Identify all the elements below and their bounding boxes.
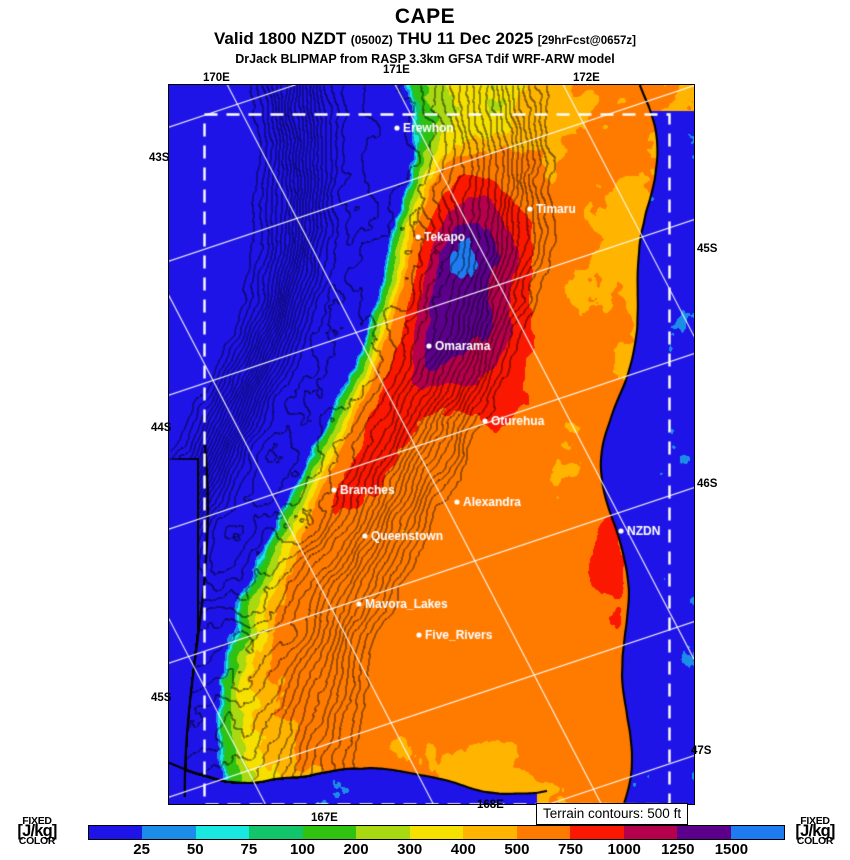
graticule-label-167e-9: 167E <box>311 812 338 824</box>
valid-time: Valid 1800 NZDT <box>214 29 347 48</box>
graticule-label-47s-8: 47S <box>691 745 712 757</box>
colorbar-tick-750: 750 <box>558 841 584 858</box>
colorbar-segment-0 <box>89 826 143 839</box>
colorbar-segment-4 <box>302 826 357 839</box>
colorbar-tick-labels: 25 50 75 100 200 300 400 500 750 1000 1250 1500 <box>88 841 785 859</box>
colorbar-tick-25: 25 <box>133 841 150 858</box>
graticule-label-170e-0: 170E <box>203 72 230 84</box>
map-frame[interactable] <box>168 84 695 805</box>
colorbar-tick-200: 200 <box>343 841 369 858</box>
colorbar-units-label-left: [J/kg] <box>17 822 57 840</box>
colorbar-tick-75: 75 <box>240 841 258 858</box>
colorbar-unit-left: FIXED [J/kg] COLOR <box>8 816 66 847</box>
colorbar[interactable]: 25 50 75 100 200 300 400 500 750 1000 1250 1500 <box>0 820 850 860</box>
colorbar-segment-9 <box>570 826 624 839</box>
colorbar-segment-2 <box>195 826 250 839</box>
header: CAPE Valid 1800 NZDT (0500Z) THU 11 Dec … <box>0 0 850 67</box>
graticule-label-45s-5: 45S <box>151 692 172 704</box>
graticule-label-43s-3: 43S <box>149 152 170 164</box>
colorbar-segment-5 <box>356 826 410 839</box>
colorbar-tick-400: 400 <box>450 841 476 858</box>
colorbar-segment-6 <box>409 826 464 839</box>
valid-time-line: Valid 1800 NZDT (0500Z) THU 11 Dec 2025 … <box>0 29 850 51</box>
colorbar-segment-1 <box>142 826 196 839</box>
colorbar-tick-1500: 1500 <box>714 841 749 858</box>
graticule-label-44s-4: 44S <box>151 422 172 434</box>
colorbar-units-label-right: [J/kg] <box>795 822 835 840</box>
graticule-label-171e-1: 171E <box>383 64 410 76</box>
colorbar-color-label-right: COLOR <box>796 835 834 847</box>
colorbar-color-label-left: COLOR <box>18 835 56 847</box>
colorbar-fixed-label-right: FIXED <box>800 815 830 827</box>
colorbar-tick-1250: 1250 <box>661 841 695 858</box>
colorbar-tick-100: 100 <box>289 841 315 858</box>
page-title: CAPE <box>394 5 456 28</box>
colorbar-segment-11 <box>677 826 731 839</box>
colorbar-tick-500: 500 <box>504 841 530 858</box>
colorbar-unit-right: FIXED [J/kg] COLOR <box>786 816 844 847</box>
colorbar-fixed-label-left: FIXED <box>22 815 52 827</box>
terrain-contour-legend: Terrain contours: 500 ft <box>536 803 689 825</box>
colorbar-segment-8 <box>516 826 571 839</box>
graticule-label-172e-2: 172E <box>573 72 600 84</box>
cape-heatmap-canvas[interactable] <box>169 85 694 804</box>
model-description: DrJack BLIPMAP from RASP 3.3km GFSA Tdif… <box>235 52 615 66</box>
graticule-label-168e-10: 168E <box>477 799 504 811</box>
colorbar-gradient[interactable] <box>88 825 785 840</box>
colorbar-tick-50: 50 <box>186 841 204 858</box>
colorbar-segment-10 <box>623 826 678 839</box>
forecast-tag: [29hrFcst@0657z] <box>537 35 636 47</box>
graticule-label-45s-6: 45S <box>697 243 718 255</box>
graticule-label-46s-7: 46S <box>697 478 718 490</box>
colorbar-tick-300: 300 <box>397 841 423 858</box>
colorbar-segment-7 <box>463 826 517 839</box>
valid-time-utc: (0500Z) <box>350 33 393 47</box>
valid-date: THU 11 Dec 2025 <box>397 29 534 48</box>
colorbar-segment-12 <box>730 826 785 839</box>
colorbar-segment-3 <box>249 826 303 839</box>
colorbar-tick-1000: 1000 <box>607 841 641 858</box>
